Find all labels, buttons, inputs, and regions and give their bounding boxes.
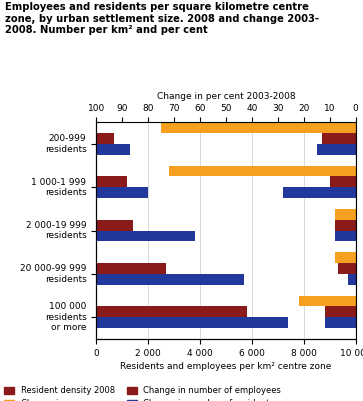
Bar xyxy=(96,231,195,241)
Bar xyxy=(96,176,127,187)
X-axis label: Change in per cent 2003-2008: Change in per cent 2003-2008 xyxy=(157,92,295,101)
Bar xyxy=(317,144,356,155)
Bar xyxy=(348,274,356,285)
Bar xyxy=(96,220,132,231)
Text: Employees and residents per square kilometre centre
zone, by urban settlement si: Employees and residents per square kilom… xyxy=(5,2,319,35)
Bar xyxy=(338,263,356,274)
Bar xyxy=(96,306,247,317)
Bar xyxy=(325,306,356,317)
Bar xyxy=(96,274,244,285)
Bar xyxy=(96,317,288,328)
Bar xyxy=(96,133,114,144)
Bar xyxy=(335,231,356,241)
Bar xyxy=(96,144,130,155)
Bar xyxy=(325,317,356,328)
Bar xyxy=(299,296,356,306)
Bar xyxy=(96,187,148,198)
Bar xyxy=(335,220,356,231)
Bar xyxy=(161,122,356,133)
Bar xyxy=(96,263,166,274)
Bar xyxy=(283,187,356,198)
Bar xyxy=(322,133,356,144)
Bar xyxy=(335,252,356,263)
Legend: Resident density 2008, Change in area, Employee density 2008, Change in number o: Resident density 2008, Change in area, E… xyxy=(4,386,281,401)
Bar xyxy=(330,176,356,187)
Bar xyxy=(169,166,356,176)
Bar xyxy=(335,209,356,220)
X-axis label: Residents and employees per km² centre zone: Residents and employees per km² centre z… xyxy=(120,362,332,371)
